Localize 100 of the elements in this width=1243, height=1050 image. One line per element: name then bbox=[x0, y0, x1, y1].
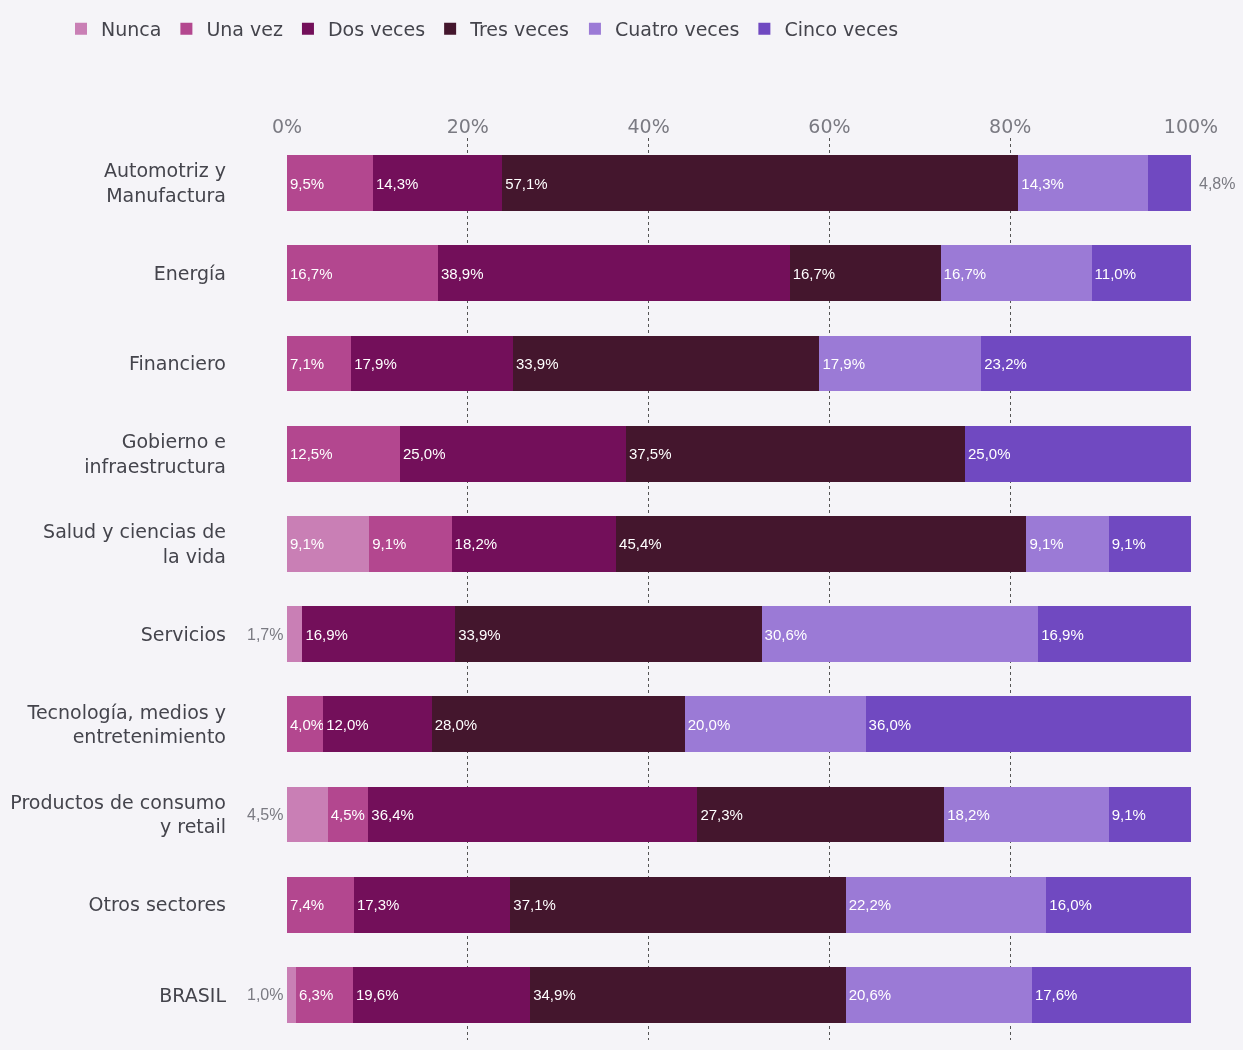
data-label: 16,7% bbox=[792, 264, 836, 282]
y-tick-label: Otros sectores bbox=[88, 893, 226, 916]
data-label: 19,6% bbox=[355, 986, 399, 1004]
x-tick-label: 100% bbox=[1163, 115, 1219, 138]
data-label: 34,9% bbox=[533, 986, 576, 1004]
data-label: 20,0% bbox=[687, 715, 731, 733]
bar bbox=[431, 696, 685, 753]
data-label: 9,1% bbox=[290, 535, 325, 553]
data-label: 33,9% bbox=[516, 355, 559, 372]
data-label: 14,3% bbox=[375, 174, 419, 192]
data-label: 17,3% bbox=[356, 896, 400, 914]
data-label: 16,9% bbox=[1041, 625, 1084, 643]
data-label: 1,0% bbox=[247, 986, 284, 1003]
y-tick-label: Servicios bbox=[140, 622, 226, 645]
bar bbox=[845, 966, 1032, 1023]
data-label: 9,1% bbox=[372, 535, 407, 553]
x-tick-label: 40% bbox=[627, 115, 670, 138]
data-label: 22,2% bbox=[848, 896, 892, 914]
bar bbox=[368, 786, 698, 843]
bar bbox=[1026, 515, 1109, 572]
bar bbox=[287, 155, 373, 212]
bar bbox=[940, 245, 1092, 302]
data-label: 11,0% bbox=[1094, 264, 1136, 282]
y-tick-label: Gobierno e infraestructura bbox=[84, 430, 226, 477]
bar bbox=[510, 876, 846, 933]
data-label: 6,3% bbox=[299, 986, 334, 1004]
bar bbox=[761, 606, 1039, 663]
y-tick-label: Productos de consumo y retail bbox=[10, 790, 226, 838]
bar bbox=[1091, 245, 1191, 302]
data-label: 1,7% bbox=[247, 626, 284, 643]
bar bbox=[502, 155, 1019, 212]
data-label: 37,5% bbox=[629, 445, 672, 463]
bar bbox=[865, 696, 1191, 753]
data-label: 25,0% bbox=[403, 445, 446, 463]
bar bbox=[287, 245, 438, 302]
legend-label: Cuatro veces bbox=[614, 18, 740, 41]
data-label: 33,9% bbox=[458, 625, 501, 643]
data-label: 45,4% bbox=[619, 535, 662, 553]
bar bbox=[287, 335, 352, 392]
bar bbox=[287, 786, 328, 843]
x-tick-label: 80% bbox=[989, 115, 1032, 138]
bar bbox=[369, 515, 452, 572]
y-tick-label: Energía bbox=[153, 261, 226, 284]
bar bbox=[1108, 515, 1191, 572]
data-label: 17,6% bbox=[1034, 986, 1078, 1004]
data-label: 4,5% bbox=[247, 806, 284, 823]
bar bbox=[616, 515, 1027, 572]
data-label: 25,0% bbox=[968, 445, 1011, 463]
x-tick-label: 20% bbox=[446, 115, 489, 138]
data-label: 14,3% bbox=[1021, 174, 1064, 192]
bar bbox=[626, 425, 965, 482]
bar bbox=[1031, 966, 1191, 1023]
bar bbox=[287, 966, 297, 1023]
bar bbox=[451, 515, 617, 572]
data-label: 4,8% bbox=[1199, 175, 1236, 192]
data-label: 9,1% bbox=[1111, 535, 1146, 553]
bar bbox=[351, 335, 513, 392]
bar bbox=[287, 606, 303, 663]
data-label: 16,0% bbox=[1049, 896, 1092, 914]
bar bbox=[302, 606, 456, 663]
bar bbox=[684, 696, 866, 753]
data-label: 17,9% bbox=[354, 355, 397, 372]
bar bbox=[1018, 155, 1148, 212]
data-label: 12,0% bbox=[326, 715, 369, 733]
data-label: 57,1% bbox=[505, 174, 548, 192]
data-label: 4,0% bbox=[290, 715, 325, 733]
bar bbox=[400, 425, 626, 482]
y-tick-label: Salud y ciencias de la vida bbox=[43, 520, 226, 567]
bar bbox=[287, 696, 324, 753]
bar bbox=[789, 245, 941, 302]
data-label: 9,5% bbox=[290, 174, 325, 192]
data-label: 9,1% bbox=[1111, 806, 1146, 823]
legend-label: Dos veces bbox=[327, 18, 426, 41]
bar bbox=[352, 966, 531, 1023]
bar bbox=[455, 606, 762, 663]
legend-label: Una vez bbox=[206, 18, 283, 41]
data-label: 18,2% bbox=[947, 806, 990, 823]
bar bbox=[287, 425, 400, 482]
bar bbox=[944, 786, 1109, 843]
data-label: 28,0% bbox=[434, 715, 478, 733]
bar bbox=[1108, 786, 1191, 843]
data-label: 38,9% bbox=[440, 264, 484, 282]
y-tick-label: Automotriz y Manufactura bbox=[103, 159, 226, 207]
bar bbox=[981, 335, 1191, 392]
bar bbox=[697, 786, 945, 843]
bar bbox=[513, 335, 820, 392]
data-label: 37,1% bbox=[513, 896, 556, 914]
data-label: 36,4% bbox=[371, 806, 414, 823]
legend-label: Tres veces bbox=[469, 18, 569, 41]
x-tick-label: 60% bbox=[808, 115, 851, 138]
data-label: 9,1% bbox=[1029, 535, 1064, 553]
data-label: 27,3% bbox=[700, 806, 743, 823]
data-label: 20,6% bbox=[848, 986, 892, 1004]
data-label: 23,2% bbox=[984, 355, 1027, 372]
data-label: 17,9% bbox=[822, 355, 866, 372]
data-label: 7,4% bbox=[290, 896, 325, 914]
bar bbox=[353, 876, 511, 933]
y-tick-label: BRASIL bbox=[159, 983, 227, 1006]
bar bbox=[437, 245, 790, 302]
bar bbox=[530, 966, 846, 1023]
